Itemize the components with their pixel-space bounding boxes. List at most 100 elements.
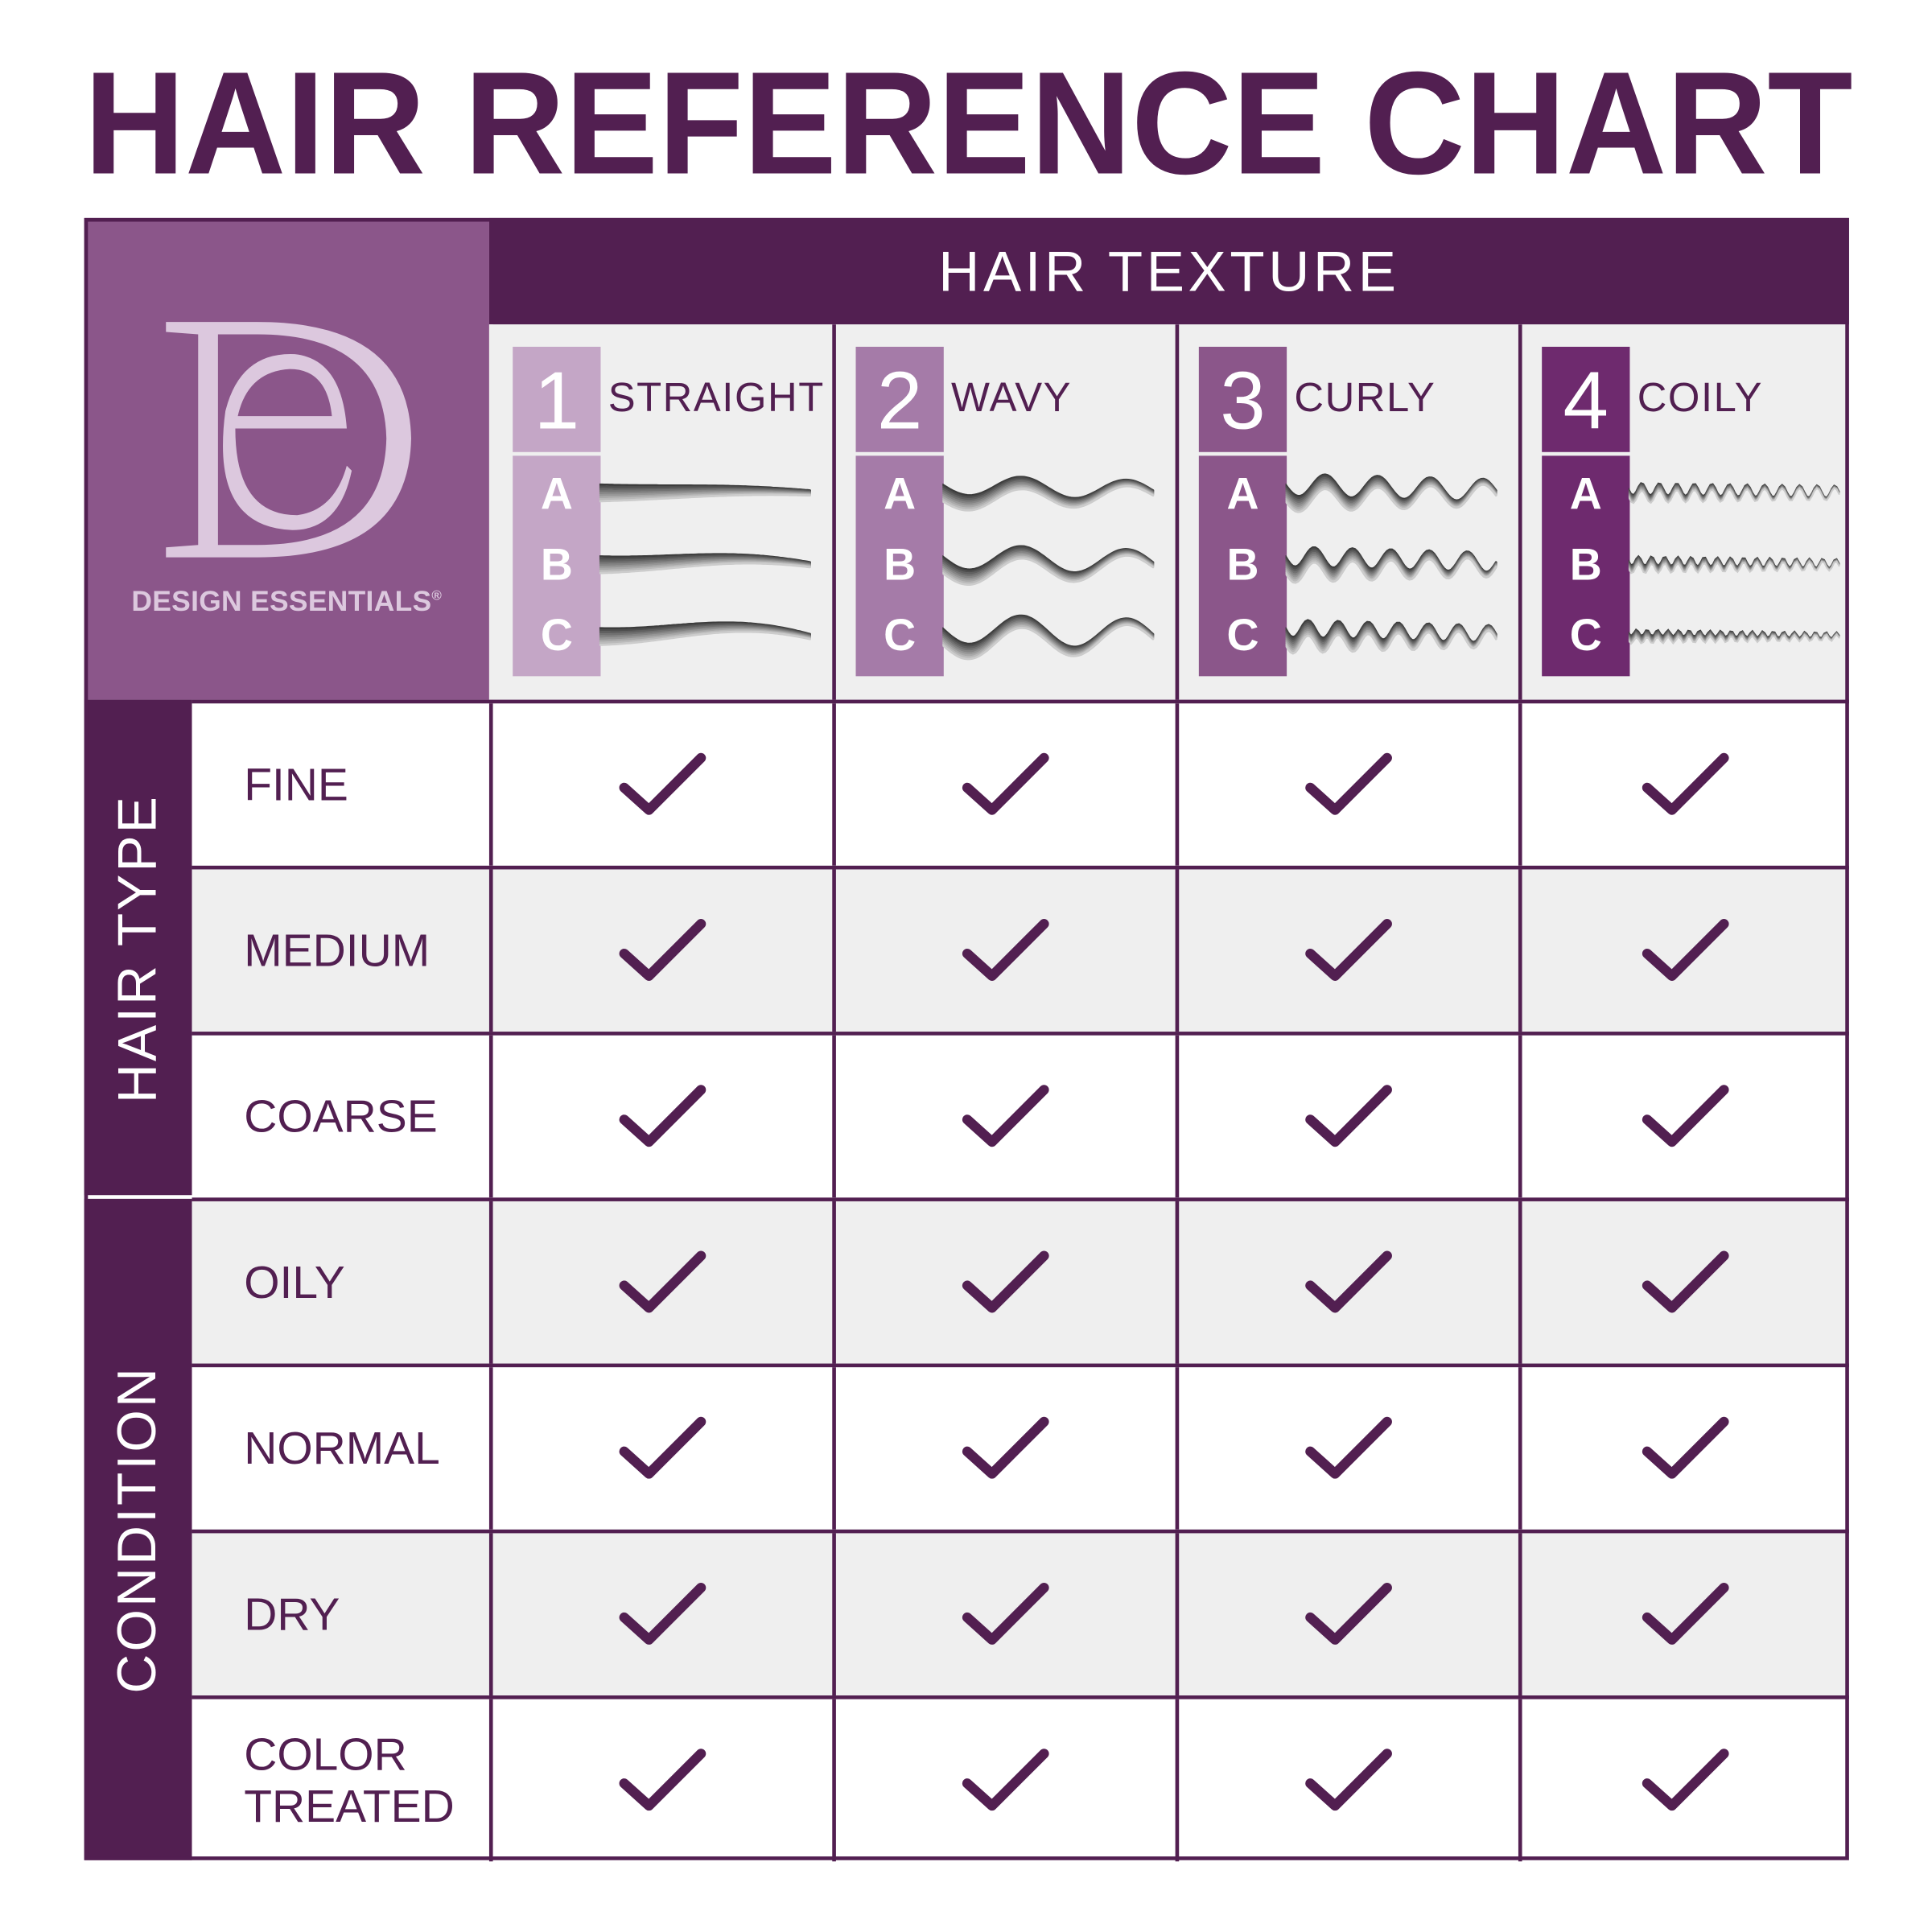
- check-icon: [619, 1415, 706, 1478]
- check-icon: [1305, 1582, 1392, 1645]
- check-icon: [962, 752, 1049, 814]
- condition-group-label: CONDITION: [107, 1365, 168, 1694]
- hair-texture-header: HAIR TEXTURE: [488, 217, 1849, 325]
- check-icon: [962, 1748, 1049, 1810]
- table-cell: [832, 1035, 1175, 1198]
- table-row-color-treated: COLOR TREATED: [192, 1695, 1849, 1862]
- subtype-label-c: C: [1569, 609, 1602, 661]
- hair-strand-curly-b: [1285, 546, 1497, 584]
- hair-strand-straight-c: [599, 621, 811, 646]
- table-row-coarse: COARSE: [192, 1032, 1849, 1198]
- table-cell: [1175, 1367, 1518, 1530]
- hair-strand-illustrations: [1285, 473, 1497, 655]
- hair-type-group-label: HAIR TYPE: [107, 793, 168, 1103]
- subtype-label-c: C: [884, 609, 917, 661]
- de-monogram-icon: [166, 322, 411, 558]
- check-icon: [962, 1582, 1049, 1645]
- table-cell: [1518, 869, 1849, 1032]
- check-icon: [619, 918, 706, 981]
- table-cell: [488, 1035, 832, 1198]
- table-cell: [1175, 1201, 1518, 1364]
- table-cell: [832, 1533, 1175, 1696]
- page-title: HAIR REFERENCE CHART: [84, 50, 1853, 186]
- row-label: COLOR TREATED: [244, 1728, 455, 1831]
- table-cell: [1518, 1367, 1849, 1530]
- texture-column-wavy: 2 A B C WAVY: [832, 324, 1176, 700]
- table-cell: [488, 1533, 832, 1696]
- table-cell: [1175, 1035, 1518, 1198]
- check-icon: [1642, 752, 1729, 814]
- hair-strand-wavy-a: [942, 476, 1155, 512]
- table-cell: [1518, 1699, 1849, 1862]
- check-icon: [1642, 1582, 1729, 1645]
- row-label: COARSE: [244, 1090, 438, 1142]
- table-cell: [1518, 703, 1849, 866]
- check-icon: [619, 1748, 706, 1810]
- table-cell: [488, 1201, 832, 1364]
- subtype-label-b: B: [884, 538, 917, 590]
- check-icon: [619, 1250, 706, 1312]
- texture-name: COILY: [1637, 373, 1764, 420]
- hair-strand-wavy-c: [942, 614, 1155, 661]
- hair-strand-coily-c: [1628, 628, 1840, 645]
- table-cell: [1175, 869, 1518, 1032]
- texture-column-curly: 3 A B C CURLY: [1175, 324, 1518, 700]
- table-cell: [488, 1699, 832, 1862]
- brand-name: DESIGN ESSENTIALS®: [131, 584, 443, 617]
- texture-number-badge: 2: [855, 346, 944, 452]
- check-icon: [1305, 1415, 1392, 1478]
- subtype-label-a: A: [540, 468, 573, 519]
- texture-number-badge: 4: [1542, 346, 1630, 452]
- check-icon: [1642, 1415, 1729, 1478]
- hair-strand-illustrations: [1628, 482, 1840, 645]
- hair-strand-illustrations: [942, 476, 1155, 661]
- table-cell: [1518, 1533, 1849, 1696]
- check-icon: [1305, 1250, 1392, 1312]
- subtype-label-c: C: [540, 609, 573, 661]
- table-row-fine: FINE: [192, 699, 1849, 866]
- row-label: NORMAL: [244, 1422, 440, 1473]
- row-label: MEDIUM: [244, 924, 430, 976]
- table-cell: [832, 1367, 1175, 1530]
- row-label: FINE: [244, 758, 348, 809]
- subtype-label-b: B: [1569, 538, 1602, 590]
- subtype-label-a: A: [1226, 468, 1259, 519]
- table-cell: [1175, 1699, 1518, 1862]
- check-icon: [1642, 1250, 1729, 1312]
- texture-number-badge: 1: [513, 346, 601, 452]
- table-cell: [488, 869, 832, 1032]
- check-icon: [1305, 752, 1392, 814]
- row-label: DRY: [244, 1588, 340, 1639]
- table-cell: [832, 1201, 1175, 1364]
- check-icon: [1642, 1084, 1729, 1147]
- table-cell: [1518, 1201, 1849, 1364]
- subtype-label-b: B: [540, 538, 573, 590]
- design-essentials-logo: DESIGN ESSENTIALS®: [84, 217, 489, 700]
- check-icon: [1305, 1084, 1392, 1147]
- check-icon: [962, 1084, 1049, 1147]
- hair-strand-wavy-b: [942, 545, 1155, 586]
- hair-strand-coily-a: [1628, 482, 1840, 505]
- table-cell: [488, 703, 832, 866]
- table-cell: [488, 1367, 832, 1530]
- texture-number-badge: 3: [1198, 346, 1287, 452]
- table-row-medium: MEDIUM: [192, 865, 1849, 1032]
- check-icon: [962, 1415, 1049, 1478]
- svg-text:HAIR REFERENCE CHART: HAIR REFERENCE CHART: [84, 50, 1853, 186]
- table-cell: [1175, 703, 1518, 866]
- row-label: OILY: [244, 1256, 345, 1308]
- check-icon: [1642, 1748, 1729, 1810]
- hair-strand-curly-a: [1285, 473, 1497, 513]
- check-icon: [619, 1582, 706, 1645]
- check-icon: [962, 918, 1049, 981]
- table-cell: [832, 1699, 1175, 1862]
- subtype-label-c: C: [1226, 609, 1259, 661]
- check-icon: [962, 1250, 1049, 1312]
- subtype-label-a: A: [1569, 468, 1602, 519]
- texture-column-straight: 1 A B C STRAIGHT: [488, 324, 833, 700]
